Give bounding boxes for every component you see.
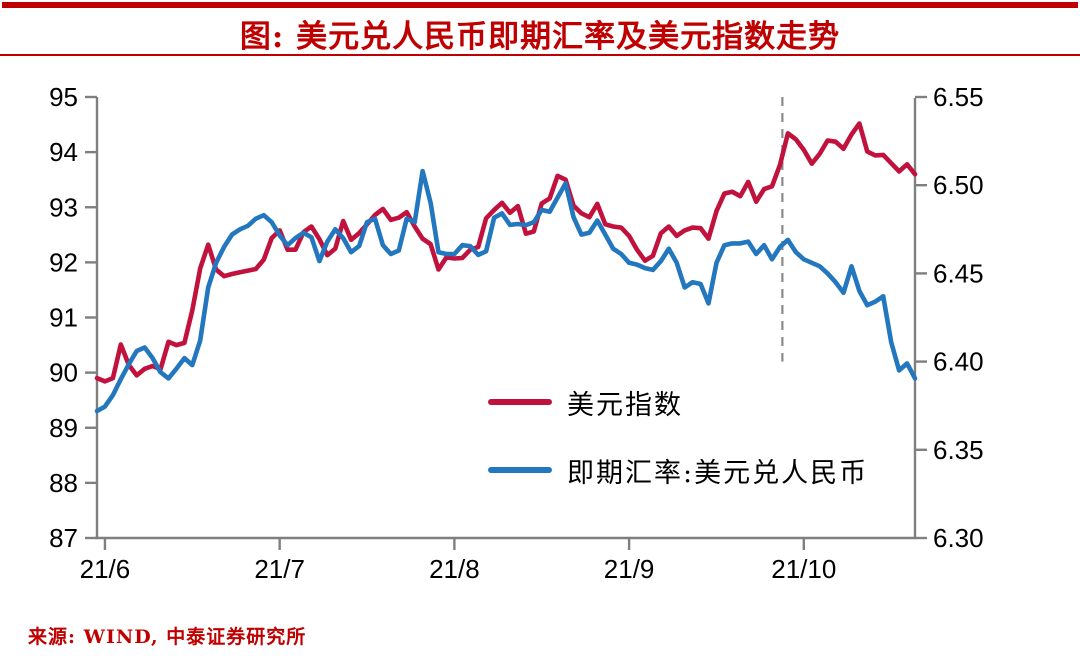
title-divider-rule xyxy=(0,54,1080,56)
right-axis-tick-label: 6.40 xyxy=(933,347,984,377)
legend: 美元指数 即期汇率:美元兑人民币 xyxy=(488,384,869,489)
legend-label-cny-spot: 即期汇率:美元兑人民币 xyxy=(567,457,869,489)
left-axis-tick-label: 87 xyxy=(49,523,78,553)
left-axis-tick-label: 95 xyxy=(49,82,78,112)
left-axis-tick-label: 88 xyxy=(49,468,78,498)
cny-spot-line xyxy=(94,168,918,414)
left-axis-tick-label: 94 xyxy=(49,137,78,167)
legend-label-usd-index: 美元指数 xyxy=(567,389,683,421)
x-axis-tick-label: 21/7 xyxy=(254,554,305,584)
legend-swatch-cny-spot xyxy=(488,467,552,473)
header-accent-bar xyxy=(2,2,1078,8)
right-axis-tick-label: 6.45 xyxy=(933,258,984,288)
legend-item-cny-spot: 即期汇率:美元兑人民币 xyxy=(488,452,869,489)
right-axis-tick-label: 6.30 xyxy=(933,523,984,553)
legend-swatch-usd-index xyxy=(488,399,552,405)
x-axis-tick-label: 21/9 xyxy=(604,554,655,584)
chart-canvas: 95 94 93 92 91 90 89 88 87 6.55 6.50 6.45 6.40 6.35 6.… xyxy=(49,82,984,584)
right-axis-tick-label: 6.50 xyxy=(933,170,984,200)
source-note: 来源: WIND, 中泰证券研究所 xyxy=(28,626,307,648)
left-axis-tick-label: 92 xyxy=(49,247,78,277)
left-axis-tick-label: 93 xyxy=(49,192,78,222)
x-axis-tick-label: 21/8 xyxy=(429,554,480,584)
x-axis-tick-label: 21/10 xyxy=(771,554,836,584)
right-axis-tick-label: 6.35 xyxy=(933,435,984,465)
legend-item-usd-index: 美元指数 xyxy=(488,384,868,421)
left-axis-tick-label: 91 xyxy=(49,303,78,333)
chart-title: 图: 美元兑人民币即期汇率及美元指数走势 xyxy=(239,19,841,55)
right-axis-tick-label: 6.55 xyxy=(933,82,984,112)
usd-index-line xyxy=(94,121,918,384)
x-axis-tick-label: 21/6 xyxy=(80,554,131,584)
left-axis-tick-label: 90 xyxy=(49,358,78,388)
left-axis-tick-label: 89 xyxy=(49,413,78,443)
